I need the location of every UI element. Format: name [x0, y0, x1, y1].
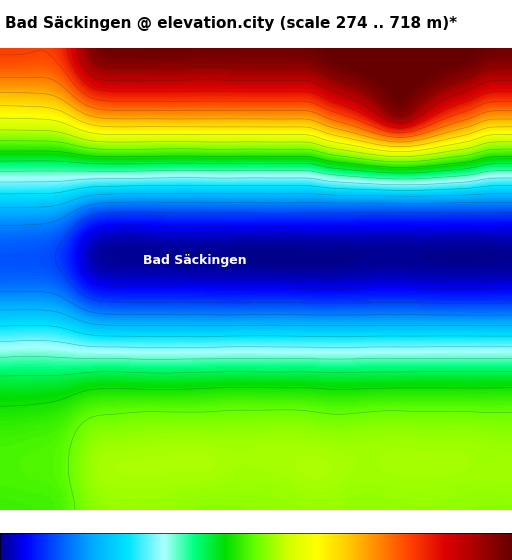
Text: Bad Säckingen: Bad Säckingen: [143, 254, 246, 267]
Text: Bad Säckingen @ elevation.city (scale 274 .. 718 m)*: Bad Säckingen @ elevation.city (scale 27…: [5, 16, 457, 31]
